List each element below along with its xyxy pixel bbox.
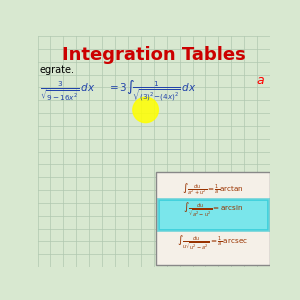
FancyBboxPatch shape bbox=[158, 199, 268, 230]
Text: Integration Tables: Integration Tables bbox=[62, 46, 246, 64]
Text: egrate.: egrate. bbox=[40, 65, 75, 75]
Text: $= 3\int\!\frac{1}{\sqrt{(3)^2\!-\!(4x)^2}}\,dx$: $= 3\int\!\frac{1}{\sqrt{(3)^2\!-\!(4x)^… bbox=[107, 79, 197, 104]
Circle shape bbox=[133, 97, 158, 123]
Text: $\int \frac{du}{a^2+u^2} = \frac{1}{a}\arctan$: $\int \frac{du}{a^2+u^2} = \frac{1}{a}\a… bbox=[182, 182, 244, 197]
Text: $\frac{3}{\sqrt{9-16x^2}}\,dx$: $\frac{3}{\sqrt{9-16x^2}}\,dx$ bbox=[40, 80, 96, 103]
Text: $\int \frac{du}{u\sqrt{u^2-a^2}} = \frac{1}{a}\,\mathrm{arcsec}$: $\int \frac{du}{u\sqrt{u^2-a^2}} = \frac… bbox=[178, 234, 249, 253]
Text: $\int \frac{du}{\sqrt{a^2-u^2}} = \arcsin$: $\int \frac{du}{\sqrt{a^2-u^2}} = \arcsi… bbox=[183, 201, 243, 219]
FancyBboxPatch shape bbox=[156, 172, 270, 265]
Text: $a$: $a$ bbox=[256, 74, 265, 87]
